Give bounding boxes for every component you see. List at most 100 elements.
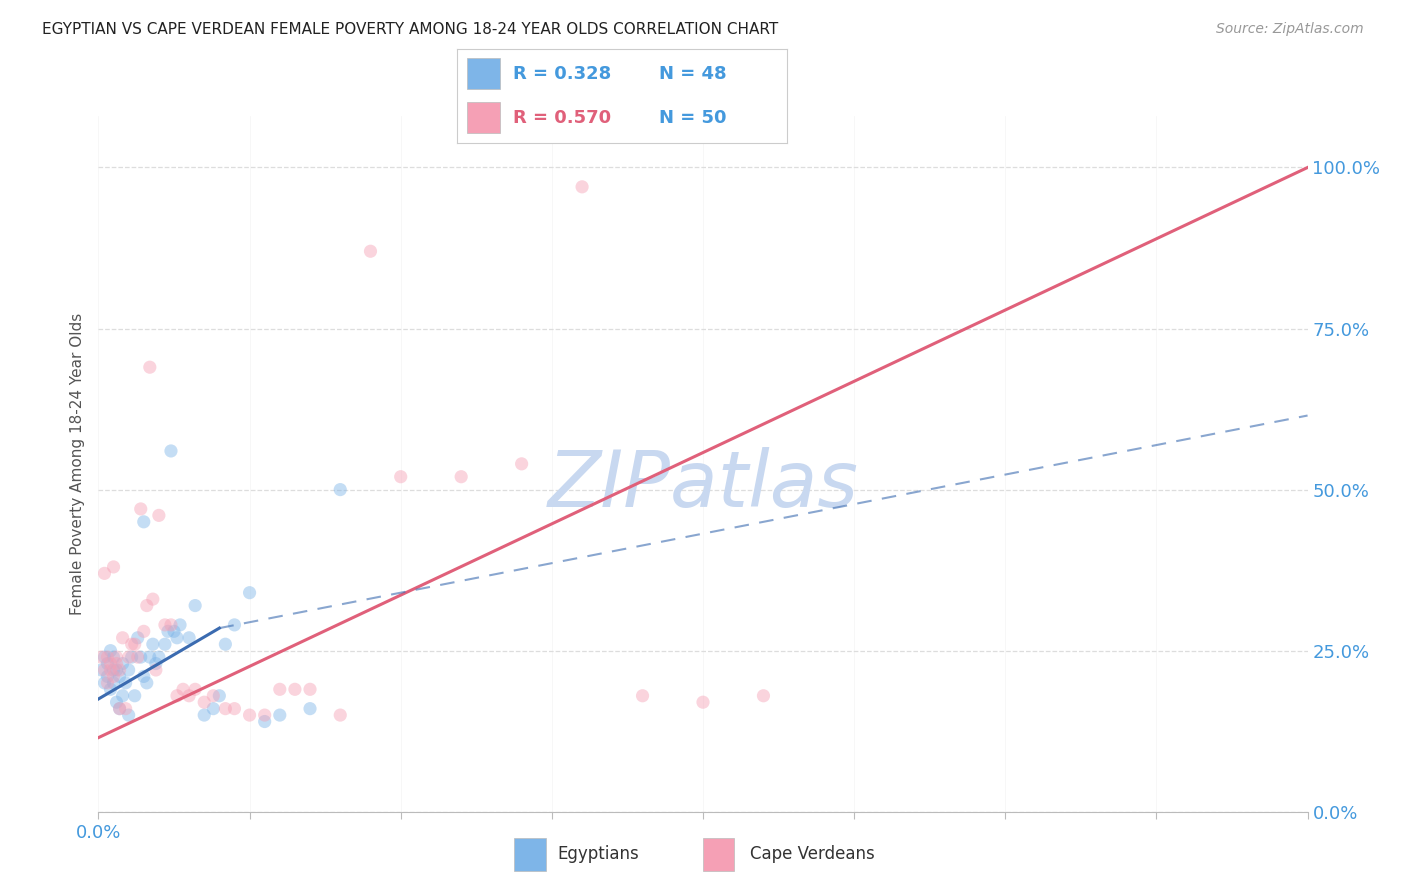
Point <box>202 701 225 715</box>
Point <box>96 657 118 671</box>
Point <box>299 701 322 715</box>
Point <box>96 650 118 665</box>
Point <box>103 560 125 574</box>
Point <box>148 650 170 665</box>
Text: N = 50: N = 50 <box>658 109 725 127</box>
Point <box>93 676 115 690</box>
Point <box>389 469 412 483</box>
Point <box>108 663 131 677</box>
Point <box>253 708 276 723</box>
Point <box>571 179 593 194</box>
Point <box>224 701 246 715</box>
Point <box>90 650 112 665</box>
Point <box>239 708 262 723</box>
Point <box>129 502 152 516</box>
Point <box>100 682 122 697</box>
Point <box>752 689 775 703</box>
Point <box>127 631 149 645</box>
Text: Cape Verdeans: Cape Verdeans <box>751 845 875 863</box>
Point <box>179 631 201 645</box>
Point <box>148 508 170 523</box>
Point <box>239 585 262 599</box>
Point <box>108 701 131 715</box>
Point <box>118 663 141 677</box>
Point <box>129 650 152 665</box>
Point <box>329 708 352 723</box>
Point <box>118 650 141 665</box>
Point <box>103 676 125 690</box>
Point <box>124 637 146 651</box>
Point <box>193 695 215 709</box>
Point <box>510 457 533 471</box>
Point <box>166 631 188 645</box>
Point <box>224 618 246 632</box>
Bar <box>467 103 501 134</box>
Y-axis label: Female Poverty Among 18-24 Year Olds: Female Poverty Among 18-24 Year Olds <box>69 313 84 615</box>
Point <box>103 669 125 683</box>
Point <box>108 669 131 683</box>
Point <box>105 663 128 677</box>
Point <box>214 701 236 715</box>
Point <box>153 637 176 651</box>
Point <box>132 624 155 639</box>
Point <box>135 676 157 690</box>
Point <box>108 701 131 715</box>
Point <box>111 657 134 671</box>
Point <box>193 708 215 723</box>
Point <box>269 708 291 723</box>
Point <box>118 708 141 723</box>
Point <box>96 676 118 690</box>
Point <box>96 669 118 683</box>
Point <box>160 618 183 632</box>
Point <box>121 650 143 665</box>
Point <box>135 599 157 613</box>
Point <box>163 624 186 639</box>
Point <box>179 689 201 703</box>
Point <box>253 714 276 729</box>
Point <box>208 689 231 703</box>
Point <box>100 643 122 657</box>
Point <box>93 566 115 581</box>
Point <box>139 650 162 665</box>
Point <box>284 682 307 697</box>
Point <box>172 682 194 697</box>
Point <box>100 663 122 677</box>
Point <box>121 637 143 651</box>
Point <box>360 244 382 259</box>
Point <box>202 689 225 703</box>
Bar <box>703 838 734 871</box>
Point <box>153 618 176 632</box>
Text: R = 0.570: R = 0.570 <box>513 109 612 127</box>
Text: ZIPatlas: ZIPatlas <box>547 447 859 523</box>
Point <box>93 650 115 665</box>
Point <box>160 444 183 458</box>
Text: R = 0.328: R = 0.328 <box>513 65 612 83</box>
Point <box>132 515 155 529</box>
Text: Source: ZipAtlas.com: Source: ZipAtlas.com <box>1216 22 1364 37</box>
Point <box>90 663 112 677</box>
Point <box>111 689 134 703</box>
Bar <box>515 838 546 871</box>
Point <box>169 618 191 632</box>
Point <box>103 650 125 665</box>
Point <box>156 624 179 639</box>
Point <box>166 689 188 703</box>
Point <box>450 469 472 483</box>
Point <box>127 650 149 665</box>
Point <box>103 663 125 677</box>
Point <box>631 689 654 703</box>
Point <box>184 599 207 613</box>
Point <box>692 695 714 709</box>
Point <box>214 637 236 651</box>
Point <box>114 676 136 690</box>
Point <box>105 650 128 665</box>
Point <box>111 631 134 645</box>
Point <box>145 663 167 677</box>
Point <box>145 657 167 671</box>
Point <box>269 682 291 697</box>
Text: EGYPTIAN VS CAPE VERDEAN FEMALE POVERTY AMONG 18-24 YEAR OLDS CORRELATION CHART: EGYPTIAN VS CAPE VERDEAN FEMALE POVERTY … <box>42 22 779 37</box>
Point <box>124 689 146 703</box>
Point <box>93 663 115 677</box>
Bar <box>467 59 501 89</box>
Point <box>184 682 207 697</box>
